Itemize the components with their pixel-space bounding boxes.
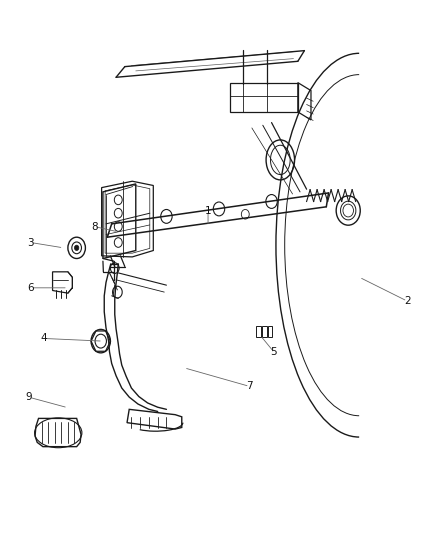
Text: 5: 5 (270, 347, 277, 357)
Text: 3: 3 (27, 238, 34, 247)
Text: 8: 8 (91, 222, 98, 231)
Text: 2: 2 (404, 296, 411, 306)
Text: 6: 6 (27, 283, 34, 293)
Text: 7: 7 (246, 382, 253, 391)
Text: 9: 9 (25, 392, 32, 402)
Text: 4: 4 (40, 334, 47, 343)
Text: 1: 1 (205, 206, 212, 215)
Circle shape (74, 245, 79, 251)
